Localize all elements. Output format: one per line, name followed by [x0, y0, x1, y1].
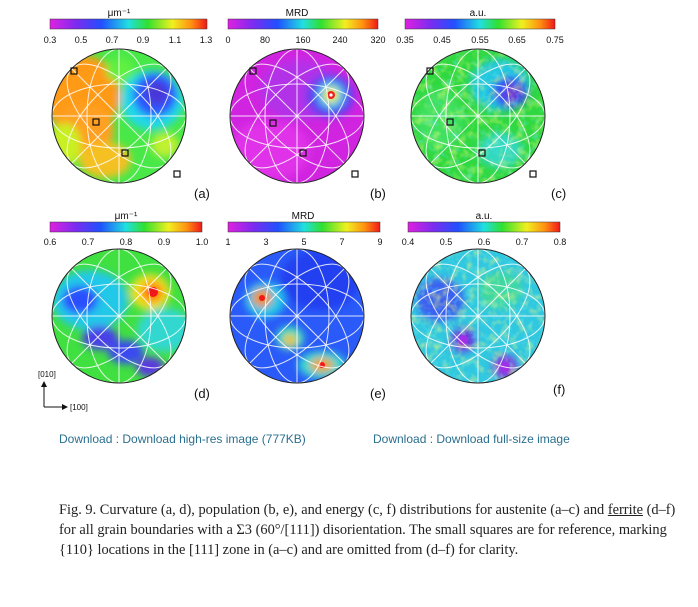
download-hires-link[interactable]: Download : Download high-res image (777K…: [59, 432, 306, 446]
colorbar-f: a.u. 0.4 0.5 0.6 0.7 0.8: [402, 211, 567, 247]
axis-indicator: [010] [100]: [38, 370, 88, 412]
panel-c-reference-squares: [426, 67, 537, 178]
tick-c-4: 0.75: [546, 35, 564, 45]
panel-e-outline: [229, 248, 365, 384]
panel-b-reference-squares: [249, 67, 359, 178]
tick-f-2: 0.6: [478, 237, 491, 247]
tick-c-2: 0.55: [471, 35, 489, 45]
colorbar-b: MRD 0 80 160 240 320: [225, 8, 385, 45]
colorbar-e-gradient: [227, 221, 381, 233]
tick-f-3: 0.7: [516, 237, 529, 247]
colorbar-f-gradient: [407, 221, 561, 233]
figure-caption: Fig. 9. Curvature (a, d), population (b,…: [59, 500, 687, 560]
colorbar-unit-b: MRD: [286, 8, 309, 19]
tick-d-2: 0.8: [120, 237, 133, 247]
tick-e-3: 7: [339, 237, 344, 247]
panel-e: (e): [229, 248, 386, 401]
tick-a-1: 0.5: [75, 35, 88, 45]
tick-a-4: 1.1: [169, 35, 182, 45]
colorbar-c-gradient: [404, 18, 556, 30]
panel-f-outline: [410, 248, 546, 384]
tick-d-4: 1.0: [196, 237, 209, 247]
colorbar-c: a.u. 0.35 0.45 0.55 0.65 0.75: [396, 8, 564, 45]
ferrite-link[interactable]: ferrite: [607, 502, 643, 518]
tick-c-0: 0.35: [396, 35, 414, 45]
tick-e-0: 1: [225, 237, 230, 247]
panel-d: (d): [51, 248, 210, 401]
panel-a: (a): [51, 48, 210, 201]
axis-label-100: [100]: [70, 403, 88, 412]
panel-a-outline: [51, 48, 187, 184]
panel-d-outline: [51, 248, 187, 384]
axis-label-010: [010]: [38, 370, 56, 379]
panel-label-f: (f): [553, 382, 565, 397]
panel-f: (f): [410, 248, 565, 397]
colorbar-b-gradient: [227, 18, 379, 30]
figure-9: μm⁻¹ 0.3 0.5 0.7 0.9 1.1 1.3 MRD 0 80 16…: [38, 8, 567, 412]
panel-label-e: (e): [370, 386, 386, 401]
panel-a-reference-squares: [70, 67, 181, 178]
tick-d-3: 0.9: [158, 237, 171, 247]
colorbar-a: μm⁻¹ 0.3 0.5 0.7 0.9 1.1 1.3: [44, 8, 213, 45]
colorbar-e: MRD 1 3 5 7 9: [225, 211, 382, 247]
panel-f-grid: [410, 248, 546, 384]
tick-b-2: 160: [295, 35, 310, 45]
tick-d-0: 0.6: [44, 237, 57, 247]
tick-a-5: 1.3: [200, 35, 213, 45]
tick-a-3: 0.9: [137, 35, 150, 45]
tick-b-1: 80: [260, 35, 270, 45]
colorbar-a-gradient: [49, 18, 208, 30]
panel-b-grid: [229, 48, 365, 184]
panel-label-b: (b): [370, 186, 386, 201]
tick-f-1: 0.5: [440, 237, 453, 247]
tick-e-4: 9: [377, 237, 382, 247]
panel-label-a: (a): [194, 186, 210, 201]
panel-b-outline: [229, 48, 365, 184]
colorbar-unit-f: a.u.: [476, 211, 493, 222]
tick-e-2: 5: [301, 237, 306, 247]
tick-e-1: 3: [263, 237, 268, 247]
colorbar-unit-d: μm⁻¹: [115, 211, 138, 222]
colorbar-unit-c: a.u.: [470, 8, 487, 19]
tick-f-4: 0.8: [554, 237, 567, 247]
panel-c-outline: [410, 48, 546, 184]
panel-e-grid: [229, 248, 365, 384]
colorbar-unit-a: μm⁻¹: [108, 8, 131, 19]
panel-label-d: (d): [194, 386, 210, 401]
panel-b: (b): [229, 48, 386, 201]
download-fullsize-link[interactable]: Download : Download full-size image: [373, 432, 570, 446]
download-links: Download : Download high-res image (777K…: [0, 432, 698, 452]
tick-a-2: 0.7: [106, 35, 119, 45]
panel-d-grid: [51, 248, 187, 384]
tick-a-0: 0.3: [44, 35, 57, 45]
tick-f-0: 0.4: [402, 237, 415, 247]
arrow-up-icon: [41, 381, 47, 387]
colorbar-d: μm⁻¹ 0.6 0.7 0.8 0.9 1.0: [44, 211, 209, 247]
panel-c: (c): [410, 48, 566, 201]
colorbar-unit-e: MRD: [292, 211, 315, 222]
tick-c-1: 0.45: [433, 35, 451, 45]
tick-b-3: 240: [332, 35, 347, 45]
caption-text-2: (d–f) for all grain boundaries with a Σ3…: [59, 502, 676, 558]
tick-b-4: 320: [370, 35, 385, 45]
caption-text-1: Fig. 9. Curvature (a, d), population (b,…: [59, 502, 608, 518]
colorbar-d-gradient: [49, 221, 203, 233]
tick-c-3: 0.65: [508, 35, 526, 45]
tick-b-0: 0: [225, 35, 230, 45]
tick-d-1: 0.7: [82, 237, 95, 247]
panel-label-c: (c): [551, 186, 566, 201]
arrow-right-icon: [62, 404, 68, 410]
